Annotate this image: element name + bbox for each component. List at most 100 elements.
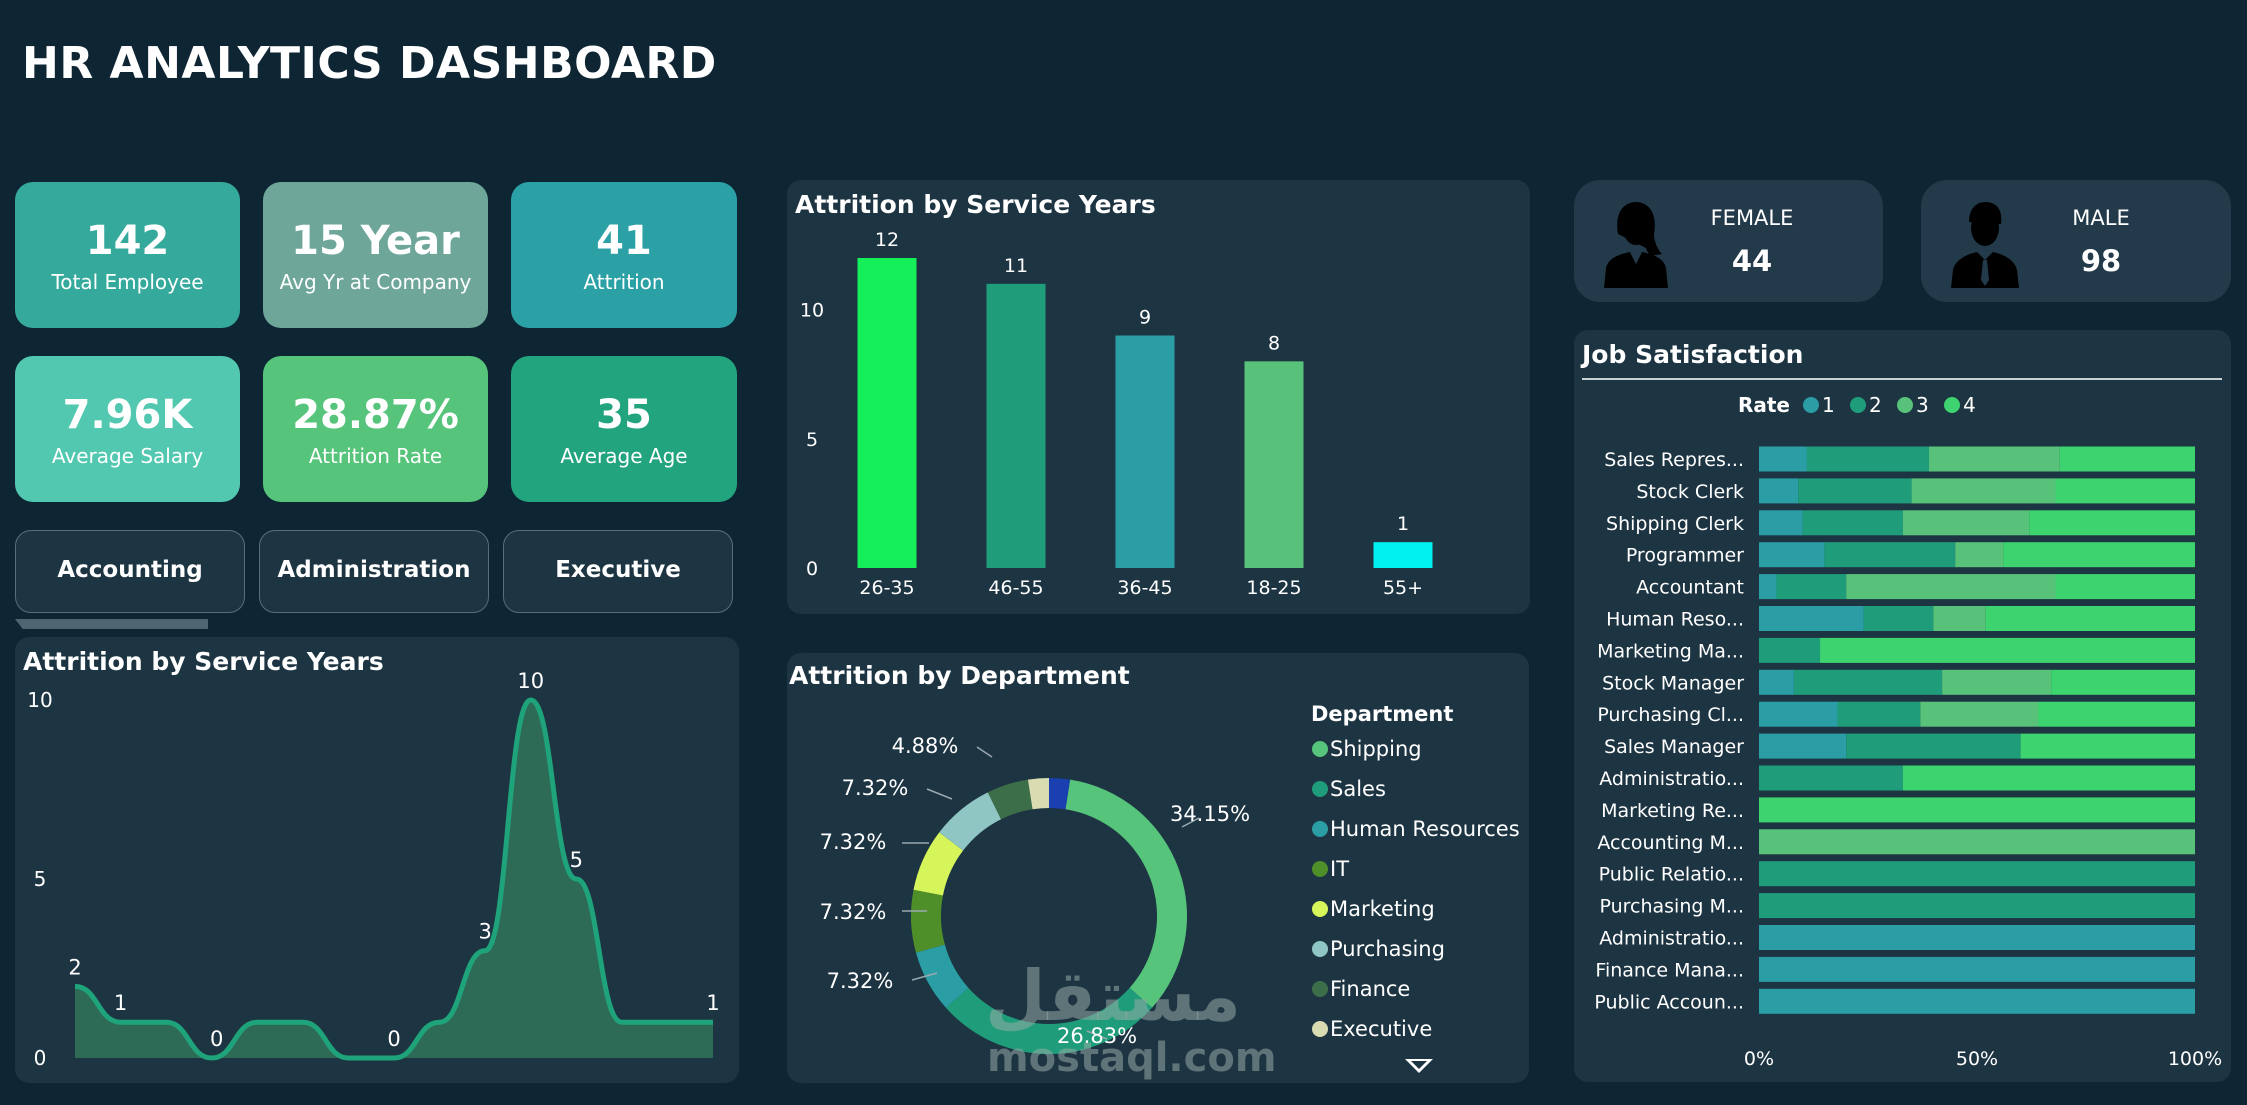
donut-chart: 34.15% 26.83% 7.32% 7.32% 7.32% 7.32% 4.88% Dep…	[820, 702, 1520, 1054]
stack-segment	[1920, 701, 2039, 727]
legend-item-label: Human Resources	[1330, 817, 1520, 841]
bar-46-55	[986, 283, 1046, 568]
donut-data-label: 7.32%	[820, 830, 887, 854]
category-label: Stock Clerk	[1636, 481, 1744, 503]
stack-segment	[1802, 510, 1903, 536]
x-tick-label: 46-55	[988, 577, 1043, 599]
title-underline	[1582, 378, 2222, 380]
category-label: Marketing Re...	[1601, 800, 1744, 822]
x-tick-label: 36-45	[1117, 577, 1172, 599]
legend-item-label: Finance	[1330, 977, 1410, 1001]
female-label: FEMALE	[1710, 206, 1794, 230]
legend-marker	[1944, 397, 1960, 413]
legend-marker	[1897, 397, 1913, 413]
legend-item-label: Purchasing	[1330, 937, 1445, 961]
stack-segment	[1759, 829, 2195, 855]
stack-segment	[1759, 669, 1794, 695]
watermark-brand: مستقل	[985, 955, 1242, 1037]
kpi-card-avg-years: 15 Year Avg Yr at Company	[263, 182, 488, 328]
data-label: 10	[517, 669, 544, 693]
legend-title: Department	[1311, 702, 1453, 726]
job-satisfaction-chart: Rate 1 2 3 4 Sales Repres... Stock Clerk Shippi…	[1594, 393, 2222, 1070]
legend-item-label: Executive	[1330, 1017, 1432, 1041]
donut-leader-line	[911, 972, 938, 981]
bar-value-label: 9	[1139, 307, 1151, 329]
area-chart-title: Attrition by Service Years	[23, 647, 384, 676]
kpi-value: 28.87%	[292, 392, 459, 438]
kpi-card-attrition-rate: 28.87% Attrition Rate	[263, 356, 488, 502]
donut-data-label: 7.32%	[827, 969, 894, 993]
legend-marker	[1312, 941, 1328, 957]
stack-segment	[1955, 542, 2004, 568]
bar-18-25	[1244, 361, 1304, 568]
donut-slice-executive	[1027, 778, 1049, 810]
legend-item-label: Shipping	[1330, 737, 1422, 761]
kpi-value: 41	[596, 218, 652, 264]
bar-value-label: 8	[1268, 332, 1280, 354]
donut-slice-marketing	[913, 832, 964, 896]
category-label: Accountant	[1636, 577, 1744, 599]
stack-segment	[1846, 574, 2056, 600]
category-label: Finance Mana...	[1595, 959, 1744, 981]
stack-segment	[2059, 446, 2195, 472]
kpi-value: 142	[85, 218, 170, 264]
area-line	[74, 697, 713, 1061]
category-label: Stock Manager	[1602, 672, 1744, 694]
data-label: 0	[210, 1027, 223, 1051]
donut-chart-panel: Attrition by Department 34.15% 26.83% 7.32…	[787, 653, 1529, 1083]
donut-slice-it	[911, 889, 945, 953]
category-label: Administratio...	[1599, 768, 1744, 790]
stack-segment	[1759, 606, 1864, 631]
stack-segment	[1759, 988, 2195, 1014]
data-label: 5	[570, 848, 583, 872]
y-tick-label: 10	[27, 688, 52, 712]
kpi-card-attrition: 41 Attrition	[511, 182, 737, 328]
stack-segment	[2020, 733, 2195, 759]
y-tick-label: 0	[806, 558, 818, 580]
x-tick-label: 18-25	[1246, 577, 1301, 599]
category-label: Purchasing Cl...	[1597, 704, 1744, 726]
bar-value-label: 1	[1397, 513, 1409, 535]
stack-segment	[1846, 733, 2021, 759]
stack-segment	[2003, 542, 2195, 568]
stack-segment	[1759, 510, 1803, 536]
male-person-icon	[1951, 202, 2019, 288]
legend-title: Rate	[1738, 393, 1790, 417]
kpi-label: Avg Yr at Company	[279, 270, 472, 294]
donut-data-label: 34.15%	[1170, 802, 1250, 826]
slicer-accounting-button[interactable]: Accounting	[15, 530, 245, 613]
stack-segment	[2055, 478, 2195, 504]
y-tick-label: 5	[806, 429, 818, 451]
legend-marker	[1312, 821, 1328, 837]
male-count: 98	[2080, 244, 2122, 278]
donut-leader-line	[976, 746, 993, 758]
stack-segment	[1759, 925, 2195, 950]
legend-item-label: Marketing	[1330, 897, 1435, 921]
legend-scroll-down-inner	[1411, 1061, 1427, 1069]
kpi-value: 15 Year	[291, 218, 460, 264]
donut-leader-line	[926, 788, 953, 800]
female-count: 44	[1731, 244, 1773, 278]
data-label: 0	[387, 1027, 400, 1051]
donut-chart-title: Attrition by Department	[789, 661, 1130, 690]
stack-segment	[1911, 478, 2056, 504]
slicer-administration-button[interactable]: Administration	[259, 530, 489, 613]
stack-segment	[1933, 606, 1986, 631]
stack-segment	[1759, 446, 1807, 472]
page-title: HR ANALYTICS DASHBOARD	[22, 38, 717, 89]
donut-data-label: 7.32%	[820, 900, 887, 924]
bar-36-45	[1115, 335, 1175, 568]
legend-marker	[1312, 981, 1328, 997]
slicer-executive-button[interactable]: Executive	[503, 530, 733, 613]
slicer-scrollbar[interactable]	[15, 619, 208, 629]
stack-segment	[1863, 606, 1934, 631]
category-label: Accounting M...	[1597, 832, 1744, 854]
kpi-label: Attrition	[583, 270, 665, 294]
bar-value-label: 12	[875, 229, 899, 251]
stack-segment	[1985, 606, 2195, 631]
stack-segment	[1776, 574, 1847, 600]
kpi-card-total-employee: 142 Total Employee	[15, 182, 240, 328]
legend-marker	[1312, 781, 1328, 797]
x-tick-label: 55+	[1383, 577, 1423, 599]
